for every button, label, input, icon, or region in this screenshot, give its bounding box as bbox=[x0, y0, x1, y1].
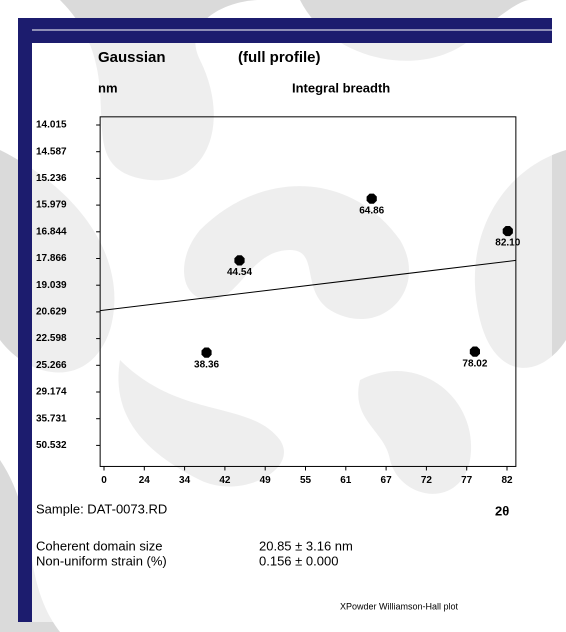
x-tick-label: 67 bbox=[381, 475, 393, 486]
y-tick-label: 19.039 bbox=[36, 280, 67, 291]
stat-value: 20.85 ± 3.16 nm bbox=[259, 538, 353, 553]
sample-label: Sample: DAT-0073.RD bbox=[36, 501, 167, 516]
y-tick-label: 35.731 bbox=[36, 413, 67, 424]
y-unit-label: nm bbox=[98, 80, 118, 95]
plot-frame bbox=[99, 116, 517, 467]
y-tick-label: 50.532 bbox=[36, 440, 67, 451]
point bbox=[469, 346, 480, 357]
y-tick-label: 22.598 bbox=[36, 333, 67, 344]
point bbox=[502, 226, 513, 237]
point bbox=[234, 255, 245, 266]
y-tick-label: 14.587 bbox=[36, 146, 67, 157]
point bbox=[366, 193, 377, 204]
x-tick-label: 42 bbox=[219, 475, 231, 486]
chart-subtitle: (full profile) bbox=[238, 49, 321, 66]
footer: XPowder Williamson-Hall plot bbox=[340, 601, 459, 611]
left-border bbox=[18, 18, 32, 622]
stat-name: Non-uniform strain (%) bbox=[36, 553, 167, 568]
point-label: 44.54 bbox=[227, 267, 252, 278]
y-tick-label: 14.015 bbox=[36, 120, 67, 131]
x-tick-label: 61 bbox=[340, 475, 352, 486]
point-label: 38.36 bbox=[194, 359, 219, 370]
chart-title: Gaussian bbox=[98, 49, 166, 66]
y-tick-label: 16.844 bbox=[36, 226, 67, 237]
x-tick-label: 24 bbox=[139, 475, 151, 486]
stat-value: 0.156 ± 0.000 bbox=[259, 553, 338, 568]
y-tick-label: 15.979 bbox=[36, 200, 67, 211]
y-tick-label: 15.236 bbox=[36, 173, 67, 184]
x-tick-label: 82 bbox=[501, 475, 513, 486]
x-tick-label: 55 bbox=[300, 475, 312, 486]
point-label: 78.02 bbox=[462, 358, 487, 369]
stat-name: Coherent domain size bbox=[36, 538, 162, 553]
x-tick-label: 49 bbox=[260, 475, 272, 486]
x-tick-label: 72 bbox=[421, 475, 433, 486]
y-tick-label: 17.866 bbox=[36, 253, 67, 264]
fit-line bbox=[100, 259, 516, 312]
y-tick-label: 25.266 bbox=[36, 360, 67, 371]
x-axis-label: 2θ bbox=[495, 503, 509, 518]
y-axis-label: Integral breadth bbox=[292, 80, 390, 95]
y-tick-label: 29.174 bbox=[36, 387, 67, 398]
x-tick-label: 34 bbox=[179, 475, 191, 486]
point-label: 64.86 bbox=[359, 205, 384, 216]
point-label: 82.10 bbox=[495, 238, 520, 249]
x-tick-label: 77 bbox=[461, 475, 473, 486]
y-tick-label: 20.629 bbox=[36, 307, 67, 318]
panel bbox=[32, 43, 552, 622]
x-tick-label: 0 bbox=[101, 475, 107, 486]
point bbox=[201, 347, 212, 358]
